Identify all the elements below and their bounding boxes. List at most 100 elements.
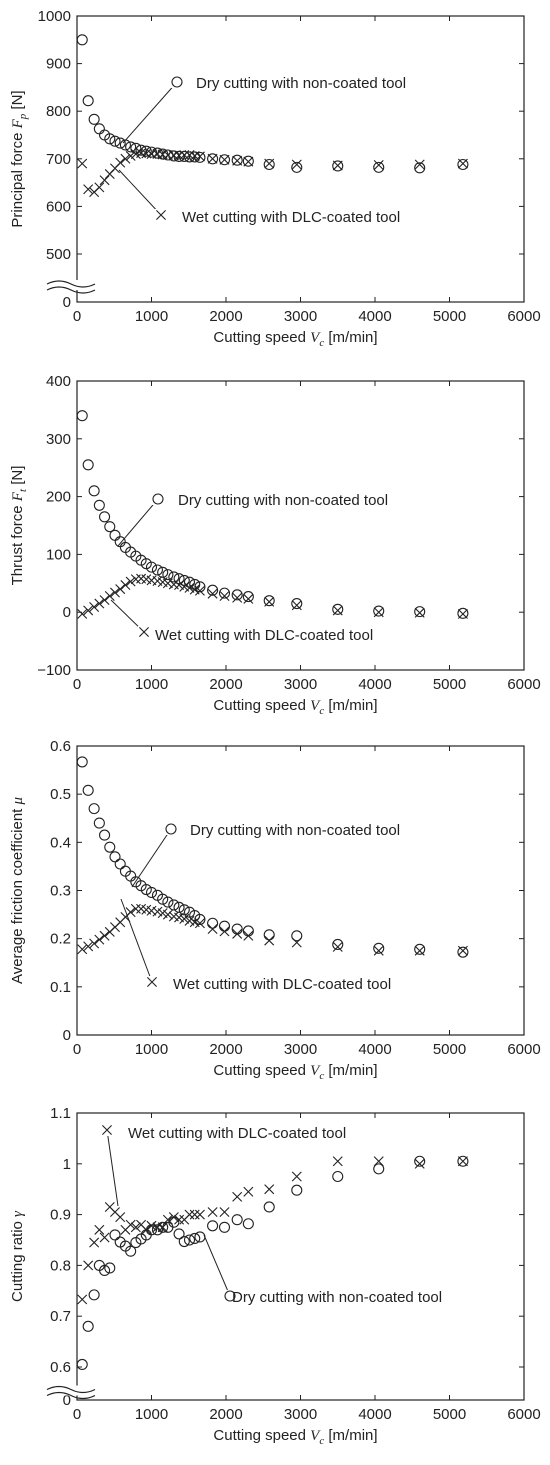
data-point-cross	[94, 182, 105, 193]
annotation-label: Wet cutting with DLC-coated tool	[173, 976, 391, 993]
data-point-cross	[77, 608, 88, 619]
data-point-circle	[263, 158, 275, 171]
data-point-circle	[457, 1155, 469, 1167]
data-point-circle	[114, 536, 126, 548]
data-point-circle	[157, 893, 169, 905]
data-point-cross	[130, 903, 141, 914]
data-point-cross	[83, 1260, 94, 1271]
data-point-circle	[93, 817, 105, 829]
data-point-circle	[99, 829, 111, 841]
data-point-cross	[94, 934, 105, 945]
data-point-cross	[115, 157, 126, 168]
x-tick-label: 6000	[507, 1041, 540, 1058]
data-point-circle	[140, 883, 152, 896]
plot-frame	[76, 1112, 525, 1401]
x-tick-label: 6000	[507, 308, 540, 325]
x-tick-label: 5000	[433, 1406, 466, 1423]
annotation-label: Dry cutting with non-coated tool	[178, 492, 388, 509]
data-point-cross	[373, 1156, 384, 1167]
x-axis-label: Cutting speed Vc [m/min]	[213, 1427, 377, 1447]
chart-panel: 0 1000 2000 3000 4000 5000 6000−10001002003004…	[9, 373, 541, 717]
chart-panel: 0 1000 2000 3000 4000 5000 6000 0 0.6 0.7 0.8 0.9 1 1…	[9, 1105, 541, 1447]
annotation-label: Wet cutting with DLC-coated tool	[182, 209, 400, 226]
data-point-circle	[194, 913, 206, 925]
annotation-leader-line	[203, 1234, 231, 1297]
annotation-marker-circle	[171, 76, 183, 88]
data-point-cross	[264, 158, 275, 169]
data-point-cross	[168, 150, 179, 161]
annotation-label: Wet cutting with DLC-coated tool	[155, 627, 373, 644]
y-tick-label: 0	[63, 1392, 71, 1409]
y-tick-label: 0.4	[50, 834, 71, 851]
data-point-cross	[232, 1191, 243, 1202]
axis-break-line	[46, 286, 96, 294]
annotation-leader-line	[117, 498, 159, 547]
x-tick-label: 4000	[358, 676, 391, 693]
data-point-circle	[414, 606, 426, 618]
data-point-circle	[457, 607, 469, 619]
x-tick-label: 4000	[358, 1406, 391, 1423]
data-point-cross	[232, 155, 243, 166]
annotation-marker-cross	[102, 1125, 112, 1135]
x-tick-label: 0	[73, 1041, 81, 1058]
data-point-circle	[414, 162, 426, 174]
data-point-cross	[264, 1184, 275, 1195]
x-tick-label: 1000	[135, 308, 168, 325]
data-point-cross	[194, 918, 205, 929]
data-point-circle	[231, 154, 243, 166]
data-point-circle	[88, 485, 100, 497]
x-axis-label: Cutting speed Vc [m/min]	[213, 697, 377, 717]
data-point-circle	[263, 929, 275, 941]
x-tick-label: 4000	[358, 308, 391, 325]
data-point-cross	[291, 159, 302, 170]
data-point-cross	[232, 592, 243, 603]
data-point-circle	[157, 566, 169, 578]
data-point-circle	[140, 145, 152, 157]
data-point-cross	[174, 580, 185, 591]
data-point-circle	[332, 938, 344, 950]
x-tick-label: 6000	[507, 1406, 540, 1423]
annotation-marker-bg	[171, 76, 183, 88]
data-point-circle	[332, 1170, 344, 1183]
y-tick-label: 100	[46, 546, 71, 563]
data-point-cross	[414, 945, 425, 956]
data-point-cross	[291, 600, 302, 611]
x-tick-label: 1000	[135, 1041, 168, 1058]
data-point-circle	[242, 925, 254, 937]
annotation-marker-bg	[165, 823, 177, 835]
data-point-circle	[207, 1220, 219, 1232]
data-point-cross	[130, 1222, 141, 1233]
x-tick-label: 1000	[135, 1406, 168, 1423]
y-tick-label: 300	[46, 431, 71, 448]
y-tick-label: 1	[63, 1156, 71, 1173]
data-point-circle	[76, 34, 88, 46]
y-tick-label: 0.1	[50, 979, 71, 996]
data-point-circle	[332, 603, 344, 615]
data-point-circle	[82, 1320, 94, 1332]
annotation-label: Wet cutting with DLC-coated tool	[128, 1125, 346, 1142]
axis-break-line	[46, 280, 96, 288]
data-point-circle	[104, 1262, 116, 1274]
data-point-circle	[291, 161, 303, 173]
data-point-circle	[145, 146, 158, 158]
data-point-circle	[178, 904, 190, 916]
annotation-marker-cross	[147, 977, 157, 987]
y-tick-label: 0.8	[50, 1257, 71, 1274]
data-point-cross	[373, 159, 384, 170]
data-point-circle	[93, 123, 105, 135]
data-point-cross	[83, 605, 94, 616]
data-point-cross	[207, 924, 218, 935]
data-point-circle	[189, 1232, 201, 1245]
data-point-cross	[99, 930, 110, 941]
data-point-circle	[373, 605, 385, 617]
y-axis-label: Cutting ratio γ	[9, 1210, 26, 1302]
x-tick-label: 2000	[209, 676, 242, 693]
annotation-marker-bg	[224, 1290, 236, 1302]
data-point-circle	[135, 144, 147, 156]
y-tick-label: 500	[46, 246, 71, 263]
data-point-circle	[207, 153, 219, 165]
data-point-cross	[152, 1222, 163, 1233]
data-point-cross	[115, 584, 126, 595]
data-point-circle	[207, 584, 219, 596]
